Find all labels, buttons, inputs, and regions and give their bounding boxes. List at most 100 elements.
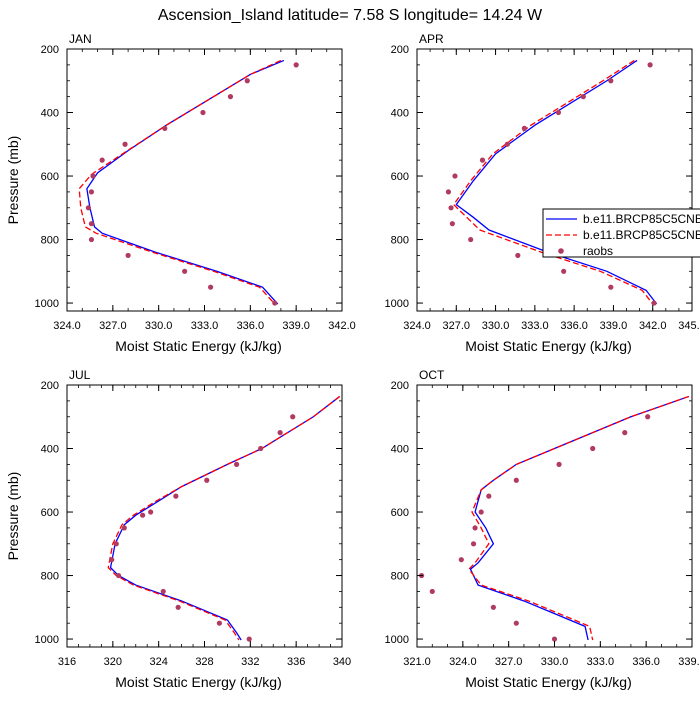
- x-tick-label: 328: [195, 656, 213, 668]
- raobs-point: [608, 78, 614, 84]
- raobs-point: [556, 461, 562, 467]
- x-tick-label: 324: [149, 656, 167, 668]
- raobs-point: [521, 125, 527, 131]
- series-line-001: [455, 59, 658, 305]
- raobs-point: [173, 493, 179, 499]
- raobs-point: [233, 461, 240, 467]
- x-tick-label: 324.0: [449, 656, 477, 668]
- y-tick-label: 600: [391, 171, 409, 183]
- plot-frame: [416, 384, 693, 648]
- raobs-point: [513, 620, 519, 626]
- raobs-point: [272, 300, 278, 306]
- series-line-002: [452, 59, 654, 305]
- raobs-point: [125, 252, 131, 259]
- raobs-point: [515, 252, 521, 259]
- x-tick-label: 330.0: [145, 320, 173, 332]
- raobs-point: [486, 493, 492, 499]
- plot-area: [107, 395, 341, 642]
- legend: b.e11.BRCP85C5CNBDRD.f09_g16.001 b.e11.BR…: [542, 208, 700, 258]
- raobs-point: [468, 236, 474, 243]
- raobs-point: [258, 445, 264, 452]
- raobs-point: [445, 189, 452, 195]
- x-tick-label: 333.0: [521, 320, 549, 332]
- panel-oct: 321.0 324.0 327.0 330.0 333.0 336.0 339.0 200 40…: [385, 368, 700, 690]
- y-tick-label: 800: [391, 235, 409, 247]
- raobs-point: [555, 109, 562, 116]
- y-tick-label: 1000: [35, 298, 59, 310]
- y-tick-label: 200: [391, 44, 409, 56]
- y-tick-label: 200: [41, 44, 59, 56]
- y-tick-label: 1000: [35, 634, 59, 646]
- x-tick-label: 336: [287, 656, 305, 668]
- x-tick-label: 336.0: [237, 320, 265, 332]
- raobs-point: [244, 78, 250, 84]
- y-tick-label: 400: [391, 108, 409, 120]
- panel-label: JAN: [69, 32, 92, 46]
- panel-label: JUL: [69, 368, 91, 382]
- panel-jul: 316 320 324 328 332 336 340 200 400 600 800 1000 JUL…: [5, 368, 351, 690]
- panel-label: OCT: [419, 368, 445, 382]
- raobs-point: [115, 572, 122, 579]
- y-tick-label: 1000: [385, 634, 409, 646]
- x-tick-label: 339.0: [678, 656, 700, 668]
- series-line-002: [78, 59, 282, 305]
- y-tick-label: 200: [391, 380, 409, 392]
- series-line-001: [469, 395, 690, 641]
- y-tick-label: 800: [41, 235, 59, 247]
- plot-area: [418, 395, 690, 642]
- raobs-point: [645, 414, 651, 420]
- raobs-point: [216, 620, 222, 626]
- y-tick-label: 1000: [385, 298, 409, 310]
- y-tick-label: 400: [41, 108, 59, 120]
- series-line-002: [468, 395, 690, 641]
- raobs-point: [293, 62, 299, 68]
- raobs-point: [85, 205, 91, 211]
- x-tick-label: 330.0: [541, 656, 569, 668]
- x-tick-label: 333.0: [191, 320, 219, 332]
- raobs-point: [148, 509, 154, 515]
- x-tick-label: 339.0: [600, 320, 628, 332]
- raobs-point: [448, 205, 454, 211]
- raobs-point: [449, 221, 455, 227]
- y-tick-label: 600: [41, 171, 59, 183]
- raobs-point: [182, 268, 188, 274]
- raobs-point: [470, 541, 477, 547]
- y-tick-label: 400: [391, 444, 409, 456]
- y-axis-label: Pressure (mb): [5, 472, 21, 561]
- x-tick-label: 316: [58, 656, 76, 668]
- figure-title: Ascension_Island latitude= 7.58 S longit…: [158, 7, 543, 24]
- x-tick-label: 332: [241, 656, 259, 668]
- raobs-point: [88, 221, 95, 227]
- series-line-001: [109, 395, 341, 641]
- raobs-point: [90, 173, 96, 179]
- x-tick-label: 336.0: [560, 320, 588, 332]
- legend-marker: [558, 248, 564, 254]
- x-tick-label: 327.0: [443, 320, 471, 332]
- raobs-point: [200, 109, 206, 116]
- raobs-point: [490, 604, 496, 610]
- plot-frame: [66, 48, 343, 312]
- x-tick-label: 345.0: [678, 320, 700, 332]
- series-line-001: [86, 59, 285, 305]
- plot-frame: [416, 48, 693, 312]
- panel-label: APR: [419, 32, 444, 46]
- y-tick-label: 600: [391, 507, 409, 519]
- raobs-point: [99, 157, 105, 163]
- x-tick-label: 330.0: [482, 320, 510, 332]
- raobs-point: [140, 512, 146, 518]
- x-tick-label: 324.0: [53, 320, 81, 332]
- raobs-point: [429, 588, 435, 595]
- raobs-point: [162, 125, 168, 131]
- legend-label: raobs: [583, 244, 613, 258]
- legend-label: b.e11.BRCP85C5CNBDRD.f09_g16.001: [583, 212, 700, 226]
- raobs-point: [479, 157, 486, 163]
- raobs-point: [88, 189, 95, 195]
- raobs-point: [122, 141, 128, 147]
- x-tick-label: 324.0: [403, 320, 431, 332]
- raobs-point: [647, 62, 653, 68]
- legend-label: b.e11.BRCP85C5CNBDRD.f09_g16.002: [583, 228, 700, 242]
- x-tick-label: 336.0: [632, 656, 660, 668]
- raobs-point: [113, 541, 119, 547]
- raobs-point: [277, 430, 283, 436]
